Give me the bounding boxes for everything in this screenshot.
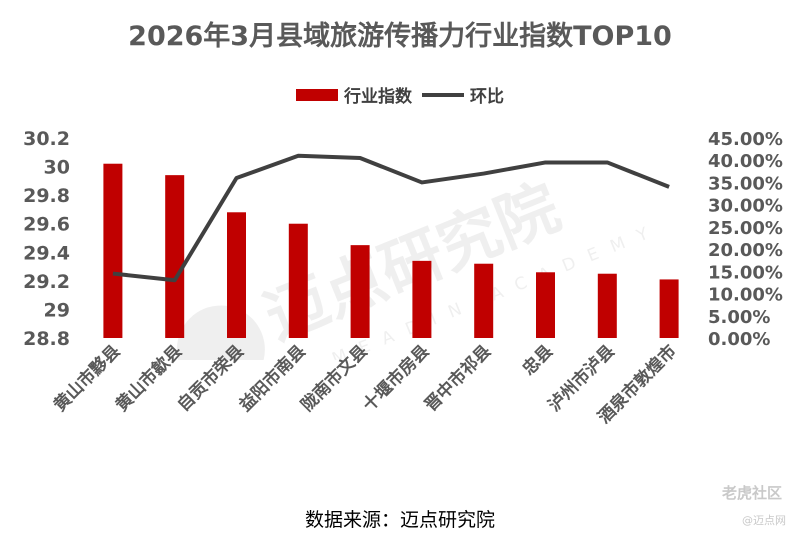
legend-bar-label: 行业指数 (344, 87, 412, 107)
y-right-tick: 10.00% (708, 285, 783, 306)
x-tick-label: 自贡市荣县 (173, 341, 248, 416)
y-left-tick: 29.8 (23, 185, 70, 207)
brand-sub: @迈点网 (742, 514, 786, 527)
chart-title: 2026年3月县域旅游传播力行业指数TOP10 (128, 21, 672, 52)
source-note: 数据来源：迈点研究院 (304, 509, 495, 531)
y-left-tick: 30 (44, 157, 70, 179)
y-left-tick: 29.2 (23, 271, 70, 293)
y-right-tick: 25.00% (708, 218, 783, 239)
y-right-tick: 15.00% (708, 262, 783, 283)
y-right-tick: 45.00% (708, 129, 783, 150)
legend-line-label: 环比 (470, 87, 504, 107)
y-left-tick: 29.4 (23, 242, 70, 264)
y-right-tick: 30.00% (708, 196, 783, 217)
x-tick-label: 黄山市歙县 (111, 341, 186, 416)
bar-2 (227, 212, 246, 338)
legend-item-bar: 行业指数 (296, 82, 412, 107)
bar-5 (412, 260, 432, 338)
x-tick-label: 晋中市祁县 (420, 341, 495, 416)
bar-3 (288, 223, 308, 338)
bar-0 (103, 163, 123, 338)
x-tick-label: 陇南市文县 (297, 341, 372, 416)
y-right-tick: 20.00% (708, 240, 783, 261)
series-line-huanbi (112, 153, 670, 283)
x-tick-label: 黄山市黟县 (49, 341, 124, 416)
x-tick-label: 益阳市南县 (235, 341, 310, 416)
bar-7 (536, 272, 555, 338)
y-left-tick: 28.8 (23, 328, 70, 350)
x-tick-label: 十堰市房县 (358, 341, 433, 416)
legend: 行业指数 环比 (0, 82, 800, 107)
y-right-tick: 0.00% (708, 329, 770, 350)
x-tick-label: 忠县 (518, 341, 557, 380)
brand-watermark: 老虎社区 (721, 484, 782, 502)
bar-4 (350, 245, 370, 338)
bar-6 (474, 263, 494, 338)
y-right-tick: 5.00% (708, 307, 770, 328)
bar-1 (165, 175, 185, 338)
bar-9 (659, 279, 679, 338)
legend-line-swatch (422, 92, 464, 97)
y-left-tick: 29 (44, 299, 70, 321)
y-left-tick: 30.2 (23, 128, 70, 150)
y-right-tick: 40.00% (708, 151, 783, 172)
y-right-tick: 35.00% (708, 173, 783, 194)
legend-item-line: 环比 (422, 82, 504, 107)
y-left-tick: 29.6 (23, 214, 70, 236)
legend-bar-swatch (296, 88, 338, 101)
bar-8 (597, 273, 617, 338)
